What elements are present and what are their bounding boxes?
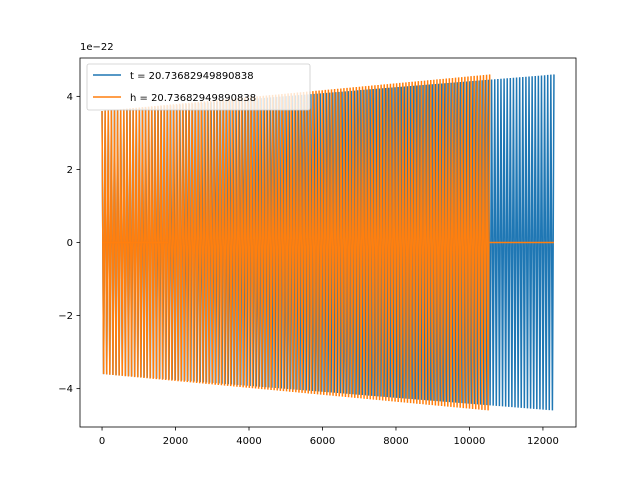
x-tick-label: 6000	[310, 436, 335, 447]
y-tick-label: 2	[67, 165, 73, 176]
x-tick-label: 0	[99, 436, 105, 447]
y-axis: −4 −2 0 2 4	[58, 92, 80, 395]
x-tick-label: 4000	[236, 436, 261, 447]
series-layer	[101, 74, 555, 411]
y-offset-text: 1e−22	[80, 42, 114, 53]
y-tick-label: 0	[67, 238, 73, 249]
x-tick-label: 8000	[383, 436, 408, 447]
x-tick-label: 12000	[527, 436, 559, 447]
legend-box	[86, 63, 311, 111]
x-axis: 0 2000 4000 6000 8000 10000 12000	[99, 427, 559, 447]
y-tick-label: −4	[58, 384, 73, 395]
x-tick-label: 10000	[454, 436, 486, 447]
legend-label-h: h = 20.73682949890838	[130, 93, 256, 104]
y-tick-label: 4	[67, 92, 73, 103]
legend: t = 20.73682949890838 h = 20.73682949890…	[86, 63, 311, 111]
x-tick-label: 2000	[163, 436, 188, 447]
series-line-1	[101, 74, 491, 411]
y-tick-label: −2	[58, 311, 73, 322]
legend-label-t: t = 20.73682949890838	[130, 71, 254, 82]
